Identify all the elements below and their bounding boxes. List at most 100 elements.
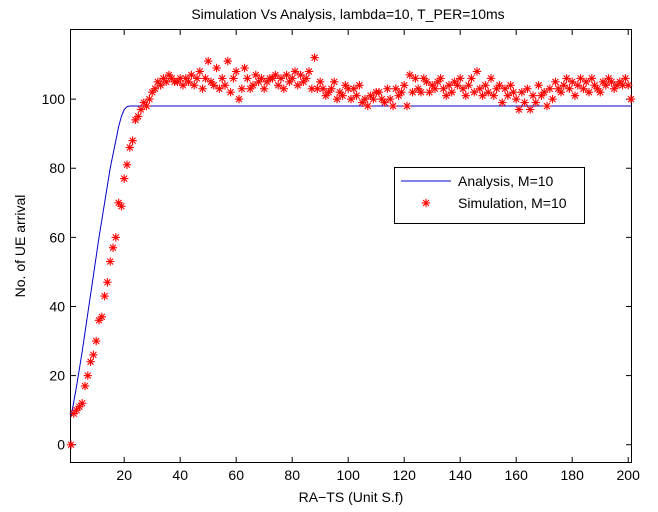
simulation-point: [509, 88, 518, 97]
simulation-point: [526, 105, 535, 114]
simulation-point: [290, 67, 300, 76]
simulation-point: [310, 53, 319, 62]
simulation-point: [355, 81, 364, 90]
y-tick-label: 40: [49, 298, 65, 314]
y-tick-label: 60: [49, 229, 65, 245]
simulation-point: [484, 88, 493, 97]
simulation-point: [260, 84, 269, 93]
x-tick-label: 20: [116, 467, 132, 483]
simulation-point: [439, 84, 448, 93]
simulation-point: [478, 91, 487, 100]
y-tick-label: 0: [57, 437, 65, 453]
simulation-point: [397, 88, 406, 97]
simulation-point: [192, 74, 202, 83]
simulation-point: [520, 98, 529, 107]
simulation-point: [318, 84, 328, 93]
simulation-point: [66, 440, 76, 449]
simulation-point: [282, 70, 291, 80]
simulation-point: [383, 84, 392, 93]
simulation-point: [542, 101, 552, 111]
simulation-point: [621, 74, 630, 83]
simulation-point: [495, 81, 504, 90]
simulation-point: [274, 81, 283, 90]
simulation-point: [486, 74, 496, 83]
simulation-point: [288, 74, 297, 83]
simulation-point: [162, 77, 171, 87]
simulation-point: [500, 84, 510, 93]
x-tick-label: 80: [284, 467, 300, 483]
simulation-point: [472, 67, 482, 76]
legend-label-simulation: Simulation, M=10: [458, 195, 567, 211]
simulation-point: [220, 81, 230, 90]
simulation-point: [568, 77, 577, 87]
simulation-point: [624, 81, 633, 90]
x-tick-label: 60: [228, 467, 244, 483]
simulation-point: [178, 81, 188, 90]
simulation-point: [584, 88, 594, 97]
simulation-point: [111, 233, 120, 242]
simulation-point: [209, 81, 218, 90]
simulation-point: [534, 81, 543, 90]
x-axis-title: RA−TS (Unit S.f): [299, 489, 404, 505]
x-tick-label: 100: [337, 467, 361, 483]
x-tick-label: 140: [449, 467, 473, 483]
simulation-point: [304, 67, 314, 76]
simulation-point: [607, 77, 616, 87]
simulation-point: [293, 81, 302, 90]
simulation-point: [528, 91, 538, 100]
simulation-point: [565, 84, 574, 93]
simulation-point: [346, 94, 356, 104]
simulation-point: [421, 198, 431, 208]
simulation-point: [464, 81, 473, 90]
simulation-point: [470, 88, 479, 97]
simulation-point: [190, 81, 199, 90]
simulation-point: [531, 98, 540, 107]
simulation-point: [83, 371, 92, 380]
y-axis: 0 20 40 60 80 100: [42, 91, 631, 453]
simulation-point: [125, 143, 134, 152]
simulation-point: [430, 84, 440, 93]
legend-marker-sample: [421, 198, 431, 208]
simulation-point: [184, 77, 193, 87]
simulation-point: [562, 74, 571, 83]
simulation-point: [271, 70, 280, 80]
simulation-point: [506, 81, 515, 90]
simulation-point: [573, 81, 582, 90]
simulation-point: [117, 202, 126, 211]
simulation-point: [106, 257, 115, 266]
simulation-point: [579, 84, 588, 93]
simulation-point: [229, 74, 238, 83]
simulation-point: [276, 74, 286, 83]
simulation-point: [514, 105, 524, 114]
simulation-point: [456, 74, 465, 83]
simulation-point: [587, 74, 596, 83]
simulation-point: [411, 74, 420, 83]
simulation-point: [89, 350, 98, 360]
simulation-point: [576, 74, 585, 83]
simulation-point: [80, 381, 90, 391]
simulation-point: [302, 74, 311, 83]
simulation-point: [86, 357, 95, 366]
simulation-point: [257, 74, 266, 83]
simulation-point: [447, 88, 456, 97]
simulation-point: [176, 74, 185, 83]
x-axis: 20 40 60 80 100 120 140 160 180 200: [116, 30, 640, 483]
simulation-point: [100, 291, 109, 301]
simulation-point: [391, 84, 400, 93]
simulation-point: [212, 63, 221, 73]
simulation-point: [198, 84, 207, 93]
simulation-point: [78, 399, 87, 408]
simulation-point: [226, 88, 235, 97]
simulation-point: [108, 243, 118, 252]
simulation-point: [142, 101, 151, 111]
simulation-point: [416, 88, 426, 97]
simulation-point: [386, 94, 395, 104]
simulation-point: [582, 77, 591, 87]
simulation-point: [103, 278, 112, 287]
simulation-point: [503, 91, 512, 100]
simulation-point: [296, 70, 305, 80]
simulation-point: [512, 94, 521, 104]
simulation-point: [545, 84, 554, 93]
x-tick-label: 200: [617, 467, 641, 483]
simulation-point: [425, 88, 434, 97]
